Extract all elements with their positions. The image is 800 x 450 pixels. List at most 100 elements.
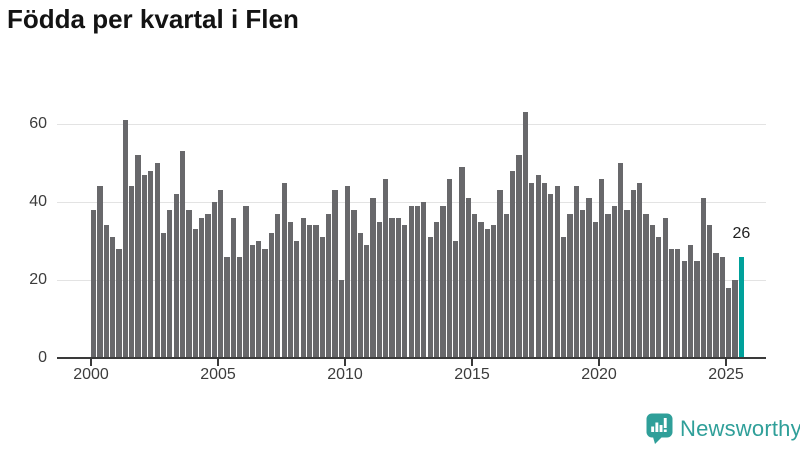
bar (173, 194, 179, 358)
bar (503, 213, 510, 358)
x-axis-line (57, 357, 766, 359)
bar (535, 174, 541, 358)
chart-title: Födda per kvartal i Flen (7, 4, 299, 34)
bar (649, 225, 656, 358)
bar (179, 151, 186, 358)
bar (637, 182, 643, 358)
bar (313, 225, 319, 358)
bar (592, 221, 598, 358)
bar (586, 198, 592, 358)
newsworthy-chart-bubble-icon (646, 413, 673, 444)
bar (357, 233, 363, 358)
bar (484, 229, 490, 358)
bar (376, 221, 383, 358)
bar (668, 248, 675, 358)
bar (478, 221, 484, 358)
brand-name: Newsworthy (680, 415, 800, 441)
gridline-60 (57, 124, 766, 125)
bar (687, 244, 694, 358)
bar (237, 256, 243, 358)
bar (497, 190, 503, 358)
y-axis-label-40: 40 (29, 193, 47, 210)
bar (345, 186, 351, 358)
bar (548, 194, 554, 358)
bar (459, 166, 465, 358)
highlighted-bar-value-label: 26 (732, 224, 751, 242)
bar (395, 217, 402, 358)
bar (325, 213, 332, 358)
bar (243, 205, 249, 358)
bar (319, 237, 325, 358)
bar (383, 178, 389, 358)
bar (116, 248, 122, 358)
bar (287, 221, 294, 358)
bar (167, 209, 173, 358)
bar (205, 213, 211, 358)
bar (211, 202, 217, 358)
bar (732, 280, 738, 358)
bar (510, 170, 516, 358)
x-tick-2005 (217, 358, 219, 366)
bar (230, 217, 236, 358)
x-axis-label-2020: 2020 (581, 366, 617, 383)
brand-logo: Newsworthy (646, 413, 800, 444)
bar (446, 178, 452, 358)
bar (630, 190, 637, 358)
bar (402, 225, 408, 358)
bar (332, 190, 338, 358)
bar (141, 174, 148, 358)
bar (268, 233, 275, 358)
bar (529, 182, 535, 358)
bar (605, 213, 611, 358)
gridline-40 (57, 202, 766, 203)
bar (560, 237, 567, 358)
bar (567, 213, 573, 358)
bar (262, 248, 268, 358)
x-tick-2010 (344, 358, 346, 366)
bar (579, 209, 586, 358)
bar (433, 221, 440, 358)
bar (306, 225, 313, 358)
y-axis-label-0: 0 (38, 349, 47, 366)
bar (186, 209, 192, 358)
bar (700, 198, 706, 358)
bar (554, 186, 560, 358)
bar (421, 202, 427, 358)
bar (706, 225, 713, 358)
bar (541, 182, 548, 358)
bar (491, 225, 497, 358)
x-tick-2025 (725, 358, 727, 366)
bar (472, 213, 478, 358)
bar (160, 233, 167, 358)
bar (91, 209, 97, 358)
bar (599, 178, 605, 358)
bar (103, 225, 109, 358)
highlighted-bar (738, 256, 744, 358)
bar (414, 205, 421, 358)
bar (97, 186, 103, 358)
bar (713, 252, 719, 358)
bar (440, 205, 446, 358)
bar (452, 241, 459, 358)
bar (364, 244, 370, 358)
bar (110, 237, 116, 358)
bar (218, 190, 224, 358)
bar (275, 213, 281, 358)
bar (122, 120, 129, 358)
x-axis-label-2005: 2005 (200, 366, 236, 383)
bar (198, 217, 205, 358)
bar (656, 237, 662, 358)
bar (516, 155, 522, 358)
x-axis-label-2015: 2015 (454, 366, 490, 383)
bar (465, 198, 471, 358)
bar (294, 241, 300, 358)
bar (338, 280, 344, 358)
bar (300, 217, 306, 358)
bar (726, 287, 732, 358)
bar (224, 256, 230, 358)
y-axis-label-60: 60 (29, 115, 47, 132)
bar (281, 182, 287, 358)
bar (427, 237, 433, 358)
bar (522, 112, 529, 358)
